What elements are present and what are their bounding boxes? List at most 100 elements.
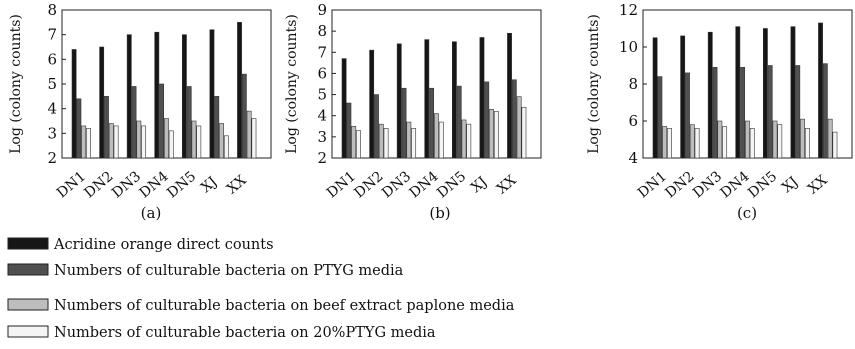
bar-dn2-series-1 <box>99 46 105 159</box>
bar-xx-series-1 <box>818 22 823 159</box>
bar-xx-series-3 <box>516 96 522 159</box>
category-label: DN4 <box>137 168 172 201</box>
bar-dn2-series-2 <box>104 96 109 159</box>
y-tick-label: 8 <box>628 75 638 93</box>
bar-dn1-series-1 <box>652 37 658 159</box>
category-label: DN5 <box>164 168 199 201</box>
bar-dn5-series-4 <box>466 123 472 159</box>
bar-xj-series-2 <box>795 65 801 159</box>
bar-dn4-series-2 <box>429 87 435 159</box>
bar-dn1-series-1 <box>71 49 77 159</box>
bar-dn4-series-3 <box>434 113 439 159</box>
legend-label-1: Acridine orange direct counts <box>53 237 274 253</box>
bar-dn4-series-1 <box>424 39 430 159</box>
category-label: XJ <box>198 174 220 196</box>
bar-dn4-series-1 <box>735 26 741 159</box>
bar-dn2-series-1 <box>680 35 686 159</box>
bar-dn4-series-3 <box>164 118 169 159</box>
bar-dn3-series-2 <box>401 87 407 159</box>
bar-dn1-series-2 <box>76 98 82 159</box>
panel-label: (c) <box>737 204 757 222</box>
y-tick-label: 4 <box>317 107 327 125</box>
bar-dn4-series-3 <box>745 120 750 159</box>
panel-label: (b) <box>429 204 450 222</box>
bar-dn2-series-4 <box>383 128 389 159</box>
bar-xj-series-4 <box>804 128 810 159</box>
bar-dn1-series-1 <box>341 58 347 159</box>
legend-label-4: Numbers of culturable bacteria on 20%PTY… <box>54 325 436 341</box>
y-axis-label: Log (colony counts) <box>8 14 24 154</box>
y-tick-label: 6 <box>628 112 638 130</box>
bar-dn3-series-2 <box>712 67 718 159</box>
bar-dn5-series-3 <box>772 120 778 159</box>
bar-dn3-series-2 <box>131 86 137 159</box>
y-tick-label: 6 <box>317 64 327 82</box>
bar-dn2-series-2 <box>374 94 379 159</box>
y-axis-label: Log (colony counts) <box>284 14 300 154</box>
category-label: DN3 <box>690 168 725 201</box>
y-tick-label: 12 <box>619 1 638 19</box>
bar-dn2-series-1 <box>369 49 375 159</box>
y-tick-label: 4 <box>628 149 638 167</box>
chart-panel-3: 4 6 8 10 12 Log (colony counts) DN1DN2DN3DN4DN… <box>586 1 853 222</box>
bar-dn2-series-2 <box>685 72 690 159</box>
y-tick-label: 6 <box>47 50 57 68</box>
bar-dn4-series-2 <box>159 83 165 159</box>
category-label: DN1 <box>54 168 89 201</box>
bar-xx-series-1 <box>237 22 242 159</box>
bar-xj-series-3 <box>800 118 805 159</box>
bar-dn4-series-4 <box>168 130 174 159</box>
bar-xj-series-1 <box>790 26 796 159</box>
bar-xj-series-4 <box>223 135 229 159</box>
bar-dn4-series-4 <box>749 128 755 159</box>
legend-swatch-1 <box>7 237 49 250</box>
bar-dn5-series-4 <box>777 124 783 159</box>
bar-xx-series-3 <box>827 118 833 159</box>
bar-xj-series-4 <box>493 111 499 159</box>
bar-dn3-series-3 <box>406 121 412 159</box>
bar-dn3-series-1 <box>126 34 132 159</box>
category-label: DN4 <box>407 168 442 201</box>
bar-dn3-series-1 <box>707 31 713 159</box>
category-label: DN2 <box>351 168 386 201</box>
category-label: XJ <box>468 174 490 196</box>
panel-label: (a) <box>141 204 162 222</box>
chart-panel-1: 2 3 4 5 6 7 8 Log (colony counts) DN1DN2DN3DN4DN… <box>8 1 272 222</box>
category-label: DN2 <box>662 168 697 201</box>
y-tick-label: 3 <box>317 128 327 146</box>
category-label: DN3 <box>109 168 144 201</box>
bar-dn3-series-4 <box>722 126 728 159</box>
bar-dn5-series-1 <box>181 34 187 159</box>
bar-xj-series-3 <box>219 123 224 159</box>
y-tick-label: 7 <box>317 43 327 61</box>
bar-dn1-series-3 <box>662 126 668 159</box>
y-tick-label: 9 <box>317 1 327 19</box>
bar-xj-series-2 <box>214 96 220 159</box>
category-label: XX <box>805 172 831 197</box>
bar-dn5-series-4 <box>196 125 202 159</box>
category-label: XX <box>224 172 250 197</box>
bar-dn1-series-2 <box>657 76 663 159</box>
bar-xj-series-2 <box>484 81 490 159</box>
bar-dn5-series-2 <box>186 86 192 159</box>
category-label: DN2 <box>81 168 116 201</box>
bar-dn5-series-2 <box>456 85 462 159</box>
bar-dn2-series-3 <box>378 123 384 159</box>
bar-dn5-series-1 <box>762 28 768 159</box>
bar-xx-series-3 <box>246 110 252 159</box>
y-tick-label: 10 <box>619 38 638 56</box>
legend: Acridine orange direct counts Numbers of … <box>7 237 515 341</box>
legend-label-2: Numbers of culturable bacteria on PTYG m… <box>54 263 404 279</box>
bar-dn1-series-4 <box>86 128 91 159</box>
bar-dn2-series-4 <box>694 128 700 159</box>
bar-dn5-series-2 <box>767 65 773 159</box>
legend-swatch-4 <box>7 325 49 338</box>
bar-dn1-series-4 <box>356 130 361 159</box>
category-label: DN1 <box>324 168 359 201</box>
bar-xj-series-1 <box>479 37 485 159</box>
bar-dn1-series-3 <box>81 125 87 159</box>
category-label: DN1 <box>635 168 670 201</box>
y-tick-label: 5 <box>47 75 57 93</box>
bar-dn4-series-2 <box>740 67 746 159</box>
